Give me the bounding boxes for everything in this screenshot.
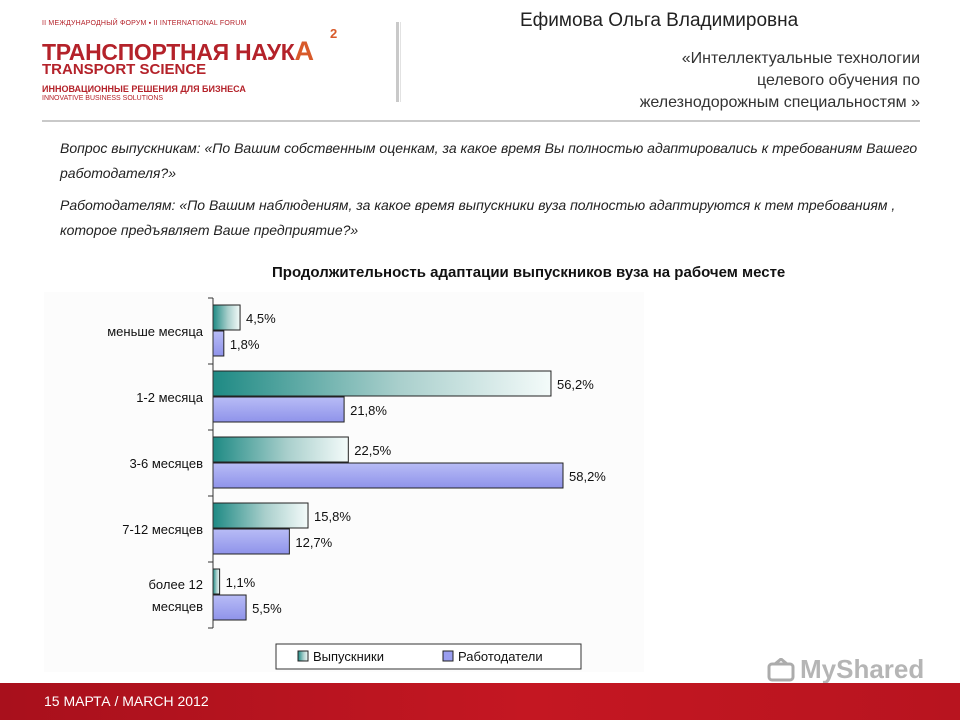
data-label: 5,5% xyxy=(252,601,282,616)
header-rule xyxy=(42,120,920,122)
legend-label-graduates: Выпускники xyxy=(313,649,384,664)
watermark-logo-icon xyxy=(767,658,795,682)
data-label: 12,7% xyxy=(295,535,332,550)
talk-title-line-3: железнодорожным специальностям » xyxy=(639,94,920,111)
footer-date: 15 МАРТА / MARCH 2012 xyxy=(44,693,209,709)
watermark: MyShared xyxy=(768,654,924,685)
data-label: 21,8% xyxy=(350,403,387,418)
category-label: месяцев xyxy=(152,599,203,614)
watermark-text: MyShared xyxy=(800,654,925,684)
legend-swatch-employers xyxy=(442,650,454,662)
data-label: 4,5% xyxy=(246,311,276,326)
logo-title-ru-accent: А xyxy=(294,36,314,66)
data-label: 15,8% xyxy=(314,509,351,524)
logo-title-en: TRANSPORT SCIENCE xyxy=(42,61,207,78)
bar-employers xyxy=(212,594,247,621)
header-divider xyxy=(396,22,399,102)
category-label: меньше месяца xyxy=(107,324,204,339)
bar-employers xyxy=(212,528,290,555)
bar-graduates xyxy=(212,436,349,463)
logo-title-ru: ТРАНСПОРТНАЯ НАУКА xyxy=(42,36,314,67)
data-label: 56,2% xyxy=(557,377,594,392)
author-name: Ефимова Ольга Владимировна xyxy=(520,10,799,31)
question-graduates: Вопрос выпускникам: «По Вашим собственны… xyxy=(60,140,918,181)
bar-employers xyxy=(212,396,345,423)
legend-swatch-graduates xyxy=(297,650,309,662)
talk-title-line-1: «Интеллектуальные технологии xyxy=(681,50,920,67)
bar-graduates xyxy=(212,304,241,331)
talk-title-line-2: целевого обучения по xyxy=(756,72,920,89)
logo-title-ru-text: ТРАНСПОРТНАЯ НАУК xyxy=(42,39,295,65)
chart-title: Продолжительность адаптации выпускников … xyxy=(272,264,786,281)
data-label: 1,1% xyxy=(226,575,256,590)
bar-graduates xyxy=(212,370,552,397)
legend-box xyxy=(275,643,582,670)
data-label: 1,8% xyxy=(230,337,260,352)
data-label: 22,5% xyxy=(354,443,391,458)
forum-line: II МЕЖДУНАРОДНЫЙ ФОРУМ ▪ II INTERNATIONA… xyxy=(42,20,247,27)
bar-graduates xyxy=(212,502,309,529)
category-label: 3-6 месяцев xyxy=(129,456,203,471)
bar-employers xyxy=(212,462,564,489)
category-label: 1-2 месяца xyxy=(136,390,204,405)
question-employers: Работодателям: «По Вашим наблюдениям, за… xyxy=(60,197,896,238)
header-divider-shadow xyxy=(400,22,401,102)
bar-employers xyxy=(212,330,225,357)
logo-superscript: 2 xyxy=(330,26,338,41)
category-label: 7-12 месяцев xyxy=(122,522,203,537)
footer-bar: 15 МАРТА / MARCH 2012 xyxy=(0,683,960,720)
category-label: более 12 xyxy=(148,577,203,592)
bar-graduates xyxy=(212,568,221,595)
logo-subtitle-en: INNOVATIVE BUSINESS SOLUTIONS xyxy=(42,95,164,102)
talk-title: «Интеллектуальные технологии целевого об… xyxy=(470,48,920,114)
logo-subtitle-ru: ИННОВАЦИОННЫЕ РЕШЕНИЯ ДЛЯ БИЗНЕСА xyxy=(42,84,246,94)
legend-label-employers: Работодатели xyxy=(458,649,543,664)
data-label: 58,2% xyxy=(569,469,606,484)
